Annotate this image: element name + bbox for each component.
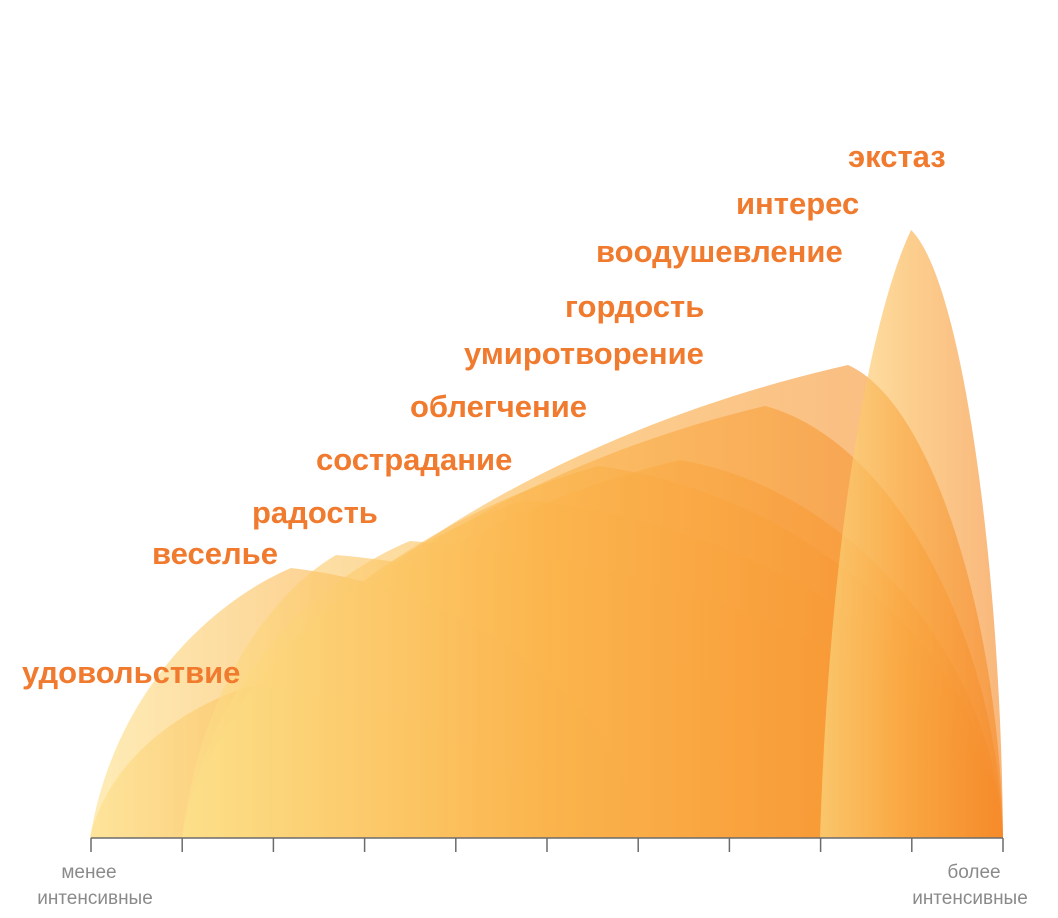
axis-left-label-line1: менее xyxy=(61,862,116,883)
emotion-label-group: удовольствие веселье радость сострадание обл… xyxy=(22,139,946,690)
emotion-label-umirotvorenie: умиротворение xyxy=(464,336,704,371)
petal-group xyxy=(90,230,1003,838)
emotion-label-sostradanie: сострадание xyxy=(316,442,512,477)
petal-ekstaz xyxy=(820,230,1003,838)
emotion-label-interes: интерес xyxy=(736,186,859,221)
emotion-label-udovolstvie: удовольствие xyxy=(22,655,240,690)
axis-left-label-line2: интенсивные xyxy=(37,888,153,909)
emotion-label-ekstaz: экстаз xyxy=(848,139,946,174)
petal-interes xyxy=(182,365,1003,838)
emotion-label-radost: радость xyxy=(252,495,378,530)
axis-right-label-line1: более xyxy=(947,862,1000,883)
emotion-label-voodushevlenie: воодушевление xyxy=(596,234,843,269)
emotion-label-gordost: гордость xyxy=(565,289,704,324)
axis-right-label-line2: интенсивные xyxy=(912,888,1028,909)
emotion-label-oblegchenie: облегчение xyxy=(410,389,587,424)
intensity-axis xyxy=(90,837,1004,852)
emotion-label-vesele: веселье xyxy=(152,536,278,571)
